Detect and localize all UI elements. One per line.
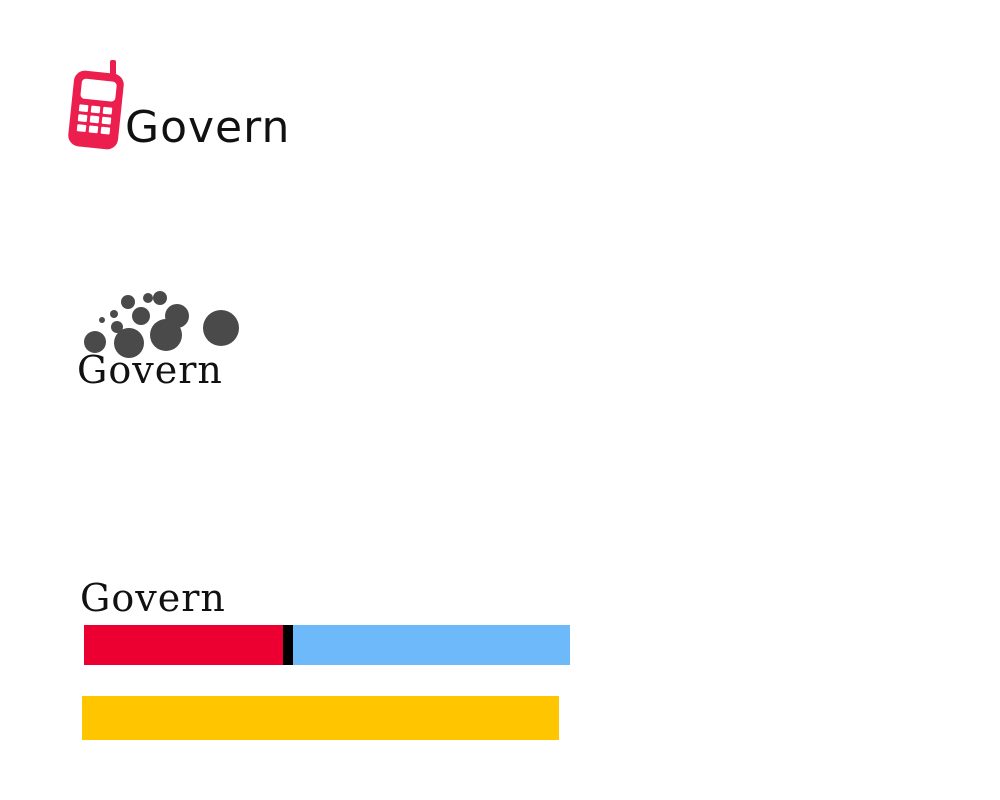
black-divider-bar xyxy=(283,625,293,665)
logo-wordmark: Govern xyxy=(77,348,223,392)
color-bar-row xyxy=(84,625,570,665)
yellow-bar xyxy=(82,696,559,740)
logo-phone-govern: Govern xyxy=(65,60,305,155)
logo-wordmark: Govern xyxy=(80,576,226,620)
mobile-phone-icon xyxy=(68,60,124,150)
blue-bar xyxy=(293,625,570,665)
red-bar xyxy=(84,625,283,665)
bubbles-icon xyxy=(84,291,239,358)
logo-bubbles-govern: Govern xyxy=(75,290,275,400)
logo-wordmark: Govern xyxy=(125,102,291,153)
